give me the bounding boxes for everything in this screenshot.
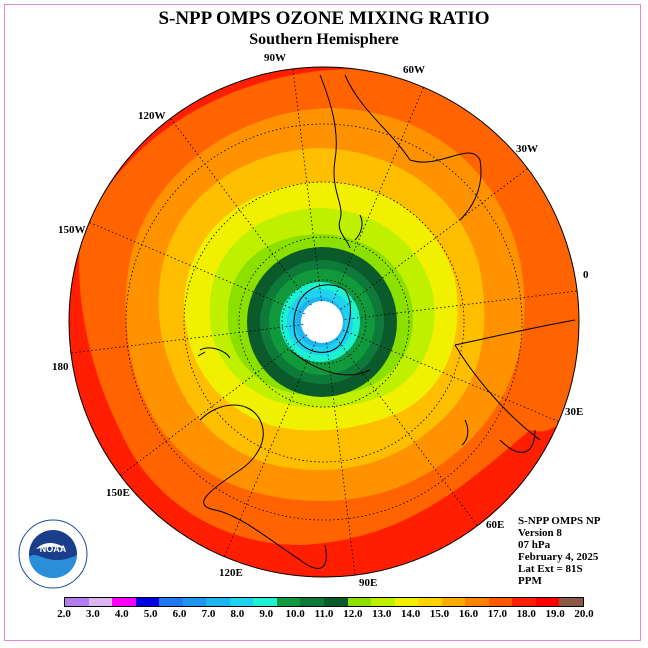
colorbar-tick-label: 15.0 xyxy=(429,608,450,620)
coastlines xyxy=(197,74,576,569)
meridian-line xyxy=(336,338,478,526)
colorbar-labels: 2.0 3.0 4.0 5.0 6.0 7.0 8.0 9.0 10.0 11.0 12.0 13.0… xyxy=(48,608,600,622)
lon-label-90e: 90E xyxy=(359,577,377,589)
polar-night-hole xyxy=(301,301,343,343)
colorbar-swatch xyxy=(559,598,584,606)
colorbar-swatch xyxy=(371,598,395,606)
colorbar-swatch xyxy=(465,598,489,606)
colorbar-swatch xyxy=(276,598,301,606)
meridian-lines xyxy=(70,68,578,576)
colorbar-tick-label: 13.0 xyxy=(372,608,392,620)
longitude-labels: 90W 60W 30W 0 30E 60E 90E 120E 150E 180 … xyxy=(52,52,589,589)
meridian-line xyxy=(331,87,425,303)
colorbar-swatch xyxy=(512,598,536,606)
lon-label-30e: 30E xyxy=(565,406,583,418)
colorbar-swatch xyxy=(135,598,160,606)
colorbar-swatch xyxy=(535,598,560,606)
colorbar-swatch xyxy=(394,598,419,606)
colorbar-tick-label: 7.0 xyxy=(201,608,216,620)
colorbar-swatch xyxy=(253,598,277,606)
meridian-line xyxy=(89,221,305,315)
colorbar-swatch xyxy=(112,598,136,606)
info-version: Version 8 xyxy=(518,527,562,539)
colorbar-swatch xyxy=(206,598,230,606)
meridian-line xyxy=(343,329,559,423)
lon-label-180: 180 xyxy=(52,361,69,373)
colorbar-swatch xyxy=(88,598,113,606)
colorbar-swatch xyxy=(182,598,207,606)
map-title: S-NPP OMPS OZONE MIXING RATIO xyxy=(158,8,490,29)
colorbar-tick-label: 19.0 xyxy=(545,608,565,620)
colorbar-tick-label: 14.0 xyxy=(401,608,421,620)
lon-label-60w: 60W xyxy=(403,64,425,76)
colorbar-tick-label: 10.0 xyxy=(285,608,305,620)
lon-label-30w: 30W xyxy=(516,143,538,155)
info-pressure-level: 07 hPa xyxy=(518,539,551,551)
lon-label-90w: 90W xyxy=(264,52,286,64)
colorbar-tick-label: 18.0 xyxy=(516,608,536,620)
info-date: February 4, 2025 xyxy=(518,551,599,563)
colorbar-tick-label: 6.0 xyxy=(172,608,187,620)
map-boundary xyxy=(68,66,580,578)
ozone-field xyxy=(69,67,579,577)
latitude-circles xyxy=(125,123,523,521)
colorbar-swatch xyxy=(418,598,442,606)
lon-label-0: 0 xyxy=(583,269,589,281)
meridian-line xyxy=(344,290,578,320)
colorbar-tick-label: 9.0 xyxy=(259,608,274,620)
meridian-line xyxy=(120,334,308,476)
meridian-line xyxy=(170,118,312,306)
colorbar-tick-label: 11.0 xyxy=(314,608,334,620)
noaa-logo: NOAA xyxy=(18,519,88,594)
colorbar-swatch xyxy=(488,598,513,606)
colorbar-swatch xyxy=(229,598,254,606)
colorbar-swatch xyxy=(347,598,372,606)
info-panel: S-NPP OMPS NP Version 8 07 hPa February … xyxy=(518,515,601,587)
colorbar-tick-label: 4.0 xyxy=(114,608,129,620)
colorbar-swatch xyxy=(324,598,348,606)
meridian-line xyxy=(70,324,304,354)
colorbar-tick-label: 5.0 xyxy=(143,608,158,620)
colorbar-tick-label: 3.0 xyxy=(86,608,100,620)
lon-label-60e: 60E xyxy=(486,519,504,531)
colorbar xyxy=(64,597,584,607)
colorbar-swatch xyxy=(441,598,466,606)
colorbar-tick-label: 16.0 xyxy=(458,608,479,620)
lon-label-150w: 150W xyxy=(58,224,86,236)
colorbar-tick-label: 2.0 xyxy=(57,608,71,620)
lon-label-150e: 150E xyxy=(106,487,130,499)
colorbar-tick-label: 12.0 xyxy=(343,608,363,620)
lon-label-120w: 120W xyxy=(138,110,166,122)
lon-label-120e: 120E xyxy=(219,567,243,579)
meridian-line xyxy=(292,68,322,302)
figure-border xyxy=(4,4,641,641)
map-subtitle: Southern Hemisphere xyxy=(249,31,399,48)
colorbar-swatch xyxy=(65,598,89,606)
info-lat-extent: Lat Ext = 81S xyxy=(518,563,583,575)
meridian-line xyxy=(340,168,528,310)
meridian-line xyxy=(326,342,356,576)
meridian-line xyxy=(223,341,317,557)
info-units: PPM xyxy=(518,575,542,587)
info-instrument: S-NPP OMPS NP xyxy=(518,515,601,527)
colorbar-tick-label: 8.0 xyxy=(230,608,245,620)
colorbar-swatch xyxy=(159,598,183,606)
colorbar-tick-label: 17.0 xyxy=(487,608,507,620)
noaa-logo-text: NOAA xyxy=(40,544,67,554)
colorbar-swatch xyxy=(300,598,325,606)
colorbar-tick-label: 20.0 xyxy=(574,608,594,620)
